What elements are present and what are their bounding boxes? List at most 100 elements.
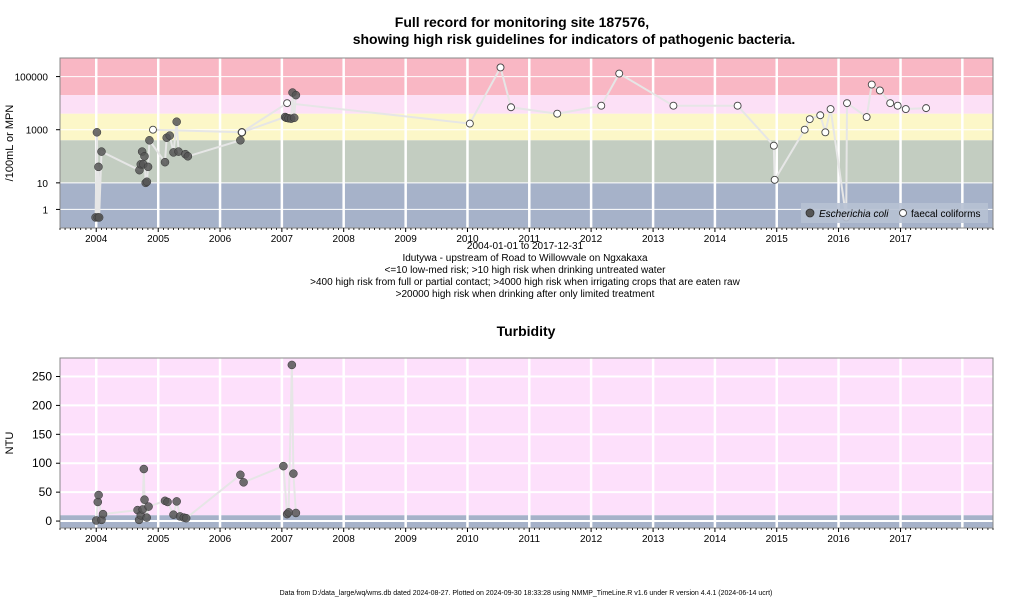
band-band-yellow — [60, 113, 993, 141]
data-point-open — [922, 104, 931, 113]
x-tick-label: 2010 — [456, 534, 479, 545]
data-point — [172, 497, 181, 506]
x-tick-label: 2009 — [395, 234, 418, 245]
x-tick-label: 2005 — [147, 534, 170, 545]
x-tick-label: 2017 — [889, 534, 912, 545]
legend-box — [801, 203, 988, 223]
y-tick-label: 1 — [42, 205, 48, 216]
y-tick-label: 1000 — [26, 126, 49, 137]
legend-fc-label: faecal coliforms — [911, 209, 980, 220]
y-tick-label: 100 — [32, 456, 52, 470]
data-point — [287, 360, 297, 370]
x-tick-label: 2011 — [519, 234, 541, 245]
x-tick-label: 2014 — [704, 534, 727, 545]
y-tick-label: 150 — [32, 427, 52, 441]
x-tick-label: 2016 — [827, 534, 850, 545]
x-tick-label: 2004 — [85, 234, 108, 245]
data-point-open — [733, 101, 742, 110]
data-point — [284, 508, 293, 517]
y-tick-label: 100000 — [15, 73, 49, 84]
data-point — [97, 147, 106, 156]
x-tick-label: 2015 — [766, 234, 789, 245]
data-point — [143, 162, 153, 172]
data-point — [142, 513, 151, 522]
data-point — [289, 469, 298, 478]
data-point-open — [843, 99, 851, 108]
footer-note: Data from D:/data_large/wq/wms.db dated … — [280, 590, 773, 597]
data-point-open — [496, 63, 505, 72]
x-tick-label: 2008 — [333, 234, 356, 245]
data-point-open — [826, 105, 835, 113]
x-axis: 2004 2005 2006 2007 2008 2009 2010 2011 2012 2013… — [59, 228, 994, 245]
y-axis: 0 50 100 150 200 250 — [32, 370, 60, 528]
chart-subtitle: showing high risk guidelines for indicat… — [353, 31, 796, 47]
data-point-open — [862, 113, 871, 121]
data-point-open — [769, 141, 778, 150]
caption-risk-2: >400 high risk from full or partial cont… — [310, 277, 740, 288]
legend: Escherichia coli faecal coliforms — [801, 203, 988, 223]
y-tick-label: 200 — [32, 398, 52, 412]
data-point — [140, 152, 149, 161]
turbidity-bands — [60, 358, 993, 528]
legend-fc-marker — [899, 209, 907, 217]
x-tick-label: 2007 — [271, 534, 294, 545]
x-tick-label: 2012 — [580, 534, 603, 545]
data-point-open — [875, 86, 884, 95]
data-point — [239, 478, 248, 487]
data-point-open — [901, 105, 910, 113]
chart-title: Full record for monitoring site 187576, — [395, 14, 649, 30]
data-point-open — [553, 109, 562, 118]
data-point-open — [237, 128, 246, 137]
data-point — [165, 131, 174, 140]
data-point — [92, 128, 102, 137]
data-point — [144, 502, 153, 511]
data-point — [94, 213, 104, 222]
x-tick-label: 2009 — [395, 534, 418, 545]
data-point-open — [893, 101, 902, 110]
x-tick-label: 2017 — [889, 234, 912, 245]
x-tick-label: 2006 — [209, 234, 232, 245]
data-point-open — [615, 69, 624, 78]
y-tick-label: 50 — [39, 485, 53, 499]
data-point-open — [465, 119, 474, 128]
turbidity-title: Turbidity — [497, 323, 556, 339]
x-tick-label: 2010 — [456, 234, 479, 245]
caption-site: Idutywa - upstream of Road to Willowvale… — [402, 253, 648, 264]
data-point-open — [149, 125, 157, 134]
data-point-open — [886, 99, 895, 108]
x-tick-label: 2015 — [766, 534, 789, 545]
data-point — [98, 509, 108, 519]
x-tick-label: 2005 — [147, 234, 170, 245]
data-point — [142, 177, 152, 187]
y-axis-label: /100mL or MPN — [4, 105, 16, 182]
x-axis: 2004 2005 2006 2007 2008 2009 2010 2011 2012 2013… — [59, 528, 994, 545]
data-point — [172, 117, 181, 126]
band-band-pink — [60, 95, 993, 114]
x-tick-label: 2013 — [642, 234, 665, 245]
data-point-open — [805, 115, 814, 124]
data-point-open — [283, 99, 292, 108]
data-point-open — [800, 125, 809, 134]
data-point — [279, 461, 288, 471]
data-point — [94, 162, 103, 172]
data-point-open — [816, 111, 825, 120]
legend-ecoli-marker — [805, 208, 815, 218]
data-point — [94, 490, 103, 500]
x-tick-label: 2008 — [333, 534, 356, 545]
y-tick-label: 250 — [32, 370, 52, 384]
x-tick-label: 2006 — [209, 534, 232, 545]
caption-risk-1: <=10 low-med risk; >10 high risk when dr… — [385, 265, 667, 276]
caption-date-range: 2004-01-01 to 2017-12-31 — [467, 241, 584, 252]
data-point — [145, 136, 154, 145]
y-tick-label: 10 — [37, 179, 49, 190]
caption: 2004-01-01 to 2017-12-31 Idutywa - upstr… — [310, 241, 740, 300]
data-point — [139, 464, 149, 474]
grid-lines — [60, 358, 993, 528]
data-point — [291, 90, 301, 100]
data-point — [236, 470, 245, 480]
data-point-open — [507, 103, 515, 112]
data-point — [140, 495, 149, 504]
data-point — [181, 513, 191, 523]
